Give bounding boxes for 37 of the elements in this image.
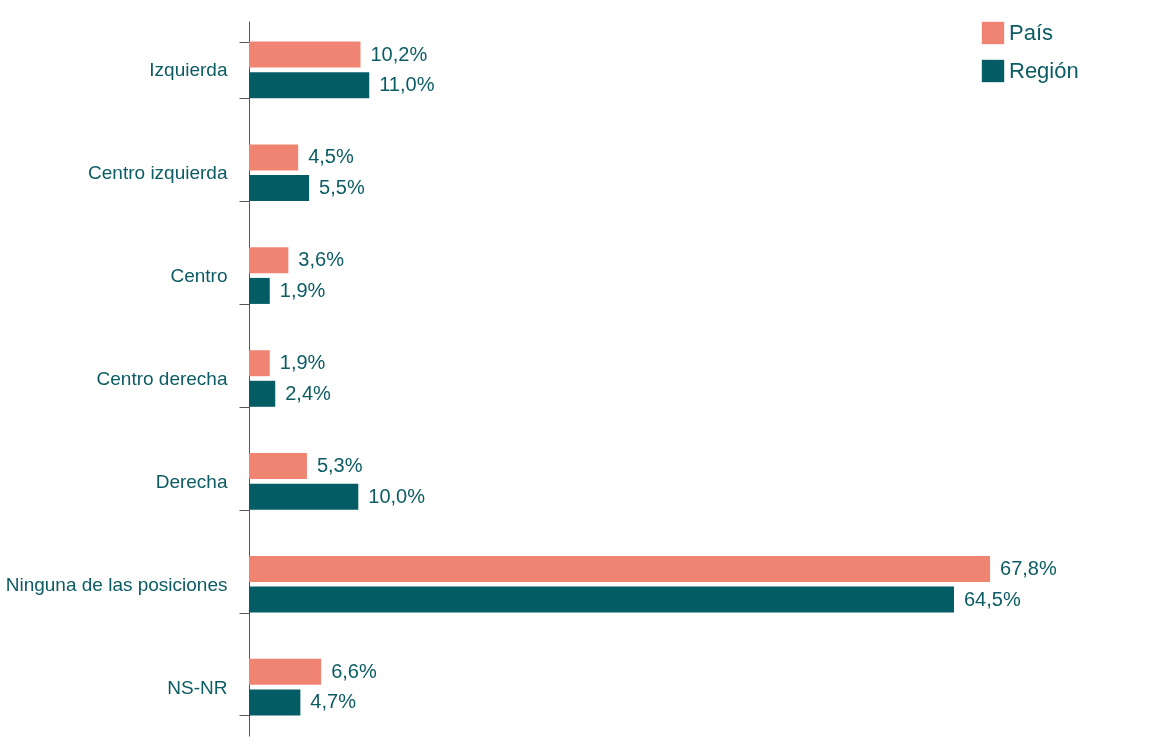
data-label: 64,5% <box>964 587 1021 610</box>
y-tick-label: Centro derecha <box>96 368 228 389</box>
bar <box>249 586 954 613</box>
data-label: 1,9% <box>279 278 326 301</box>
data-label: 4,5% <box>308 145 354 168</box>
bar <box>249 555 991 582</box>
data-label: 11,0% <box>379 73 435 96</box>
bar <box>249 247 289 274</box>
data-label: 6,6% <box>331 659 377 682</box>
y-tick-label: Ninguna de las posiciones <box>5 573 228 595</box>
data-label: 10,0% <box>368 484 426 507</box>
bar <box>249 658 322 685</box>
y-tick-label: Centro izquierda <box>88 162 228 184</box>
data-label: 2,4% <box>285 381 332 404</box>
bar <box>249 175 310 202</box>
data-label: 67,8% <box>1000 556 1057 579</box>
data-label: 1,9% <box>279 351 326 374</box>
y-tick-label: NS-NR <box>167 676 228 698</box>
y-tick-label: Izquierda <box>149 59 228 81</box>
bar <box>249 483 359 510</box>
bar <box>249 350 270 377</box>
data-label: 4,7% <box>310 690 357 713</box>
data-label: 5,3% <box>316 454 363 477</box>
y-tick-label: Derecha <box>155 470 228 492</box>
bar <box>249 41 361 68</box>
bar <box>249 277 270 304</box>
bar <box>249 453 307 480</box>
data-label: 5,5% <box>319 176 365 199</box>
y-tick-label: Centro <box>170 265 228 287</box>
legend-label: Región <box>1009 58 1079 83</box>
bar <box>249 144 299 171</box>
data-label: 3,6% <box>298 248 345 271</box>
bar <box>249 72 370 99</box>
bar <box>249 380 276 407</box>
data-label: 10,2% <box>370 42 428 65</box>
bar <box>249 689 301 716</box>
legend-label: País <box>1009 20 1054 45</box>
